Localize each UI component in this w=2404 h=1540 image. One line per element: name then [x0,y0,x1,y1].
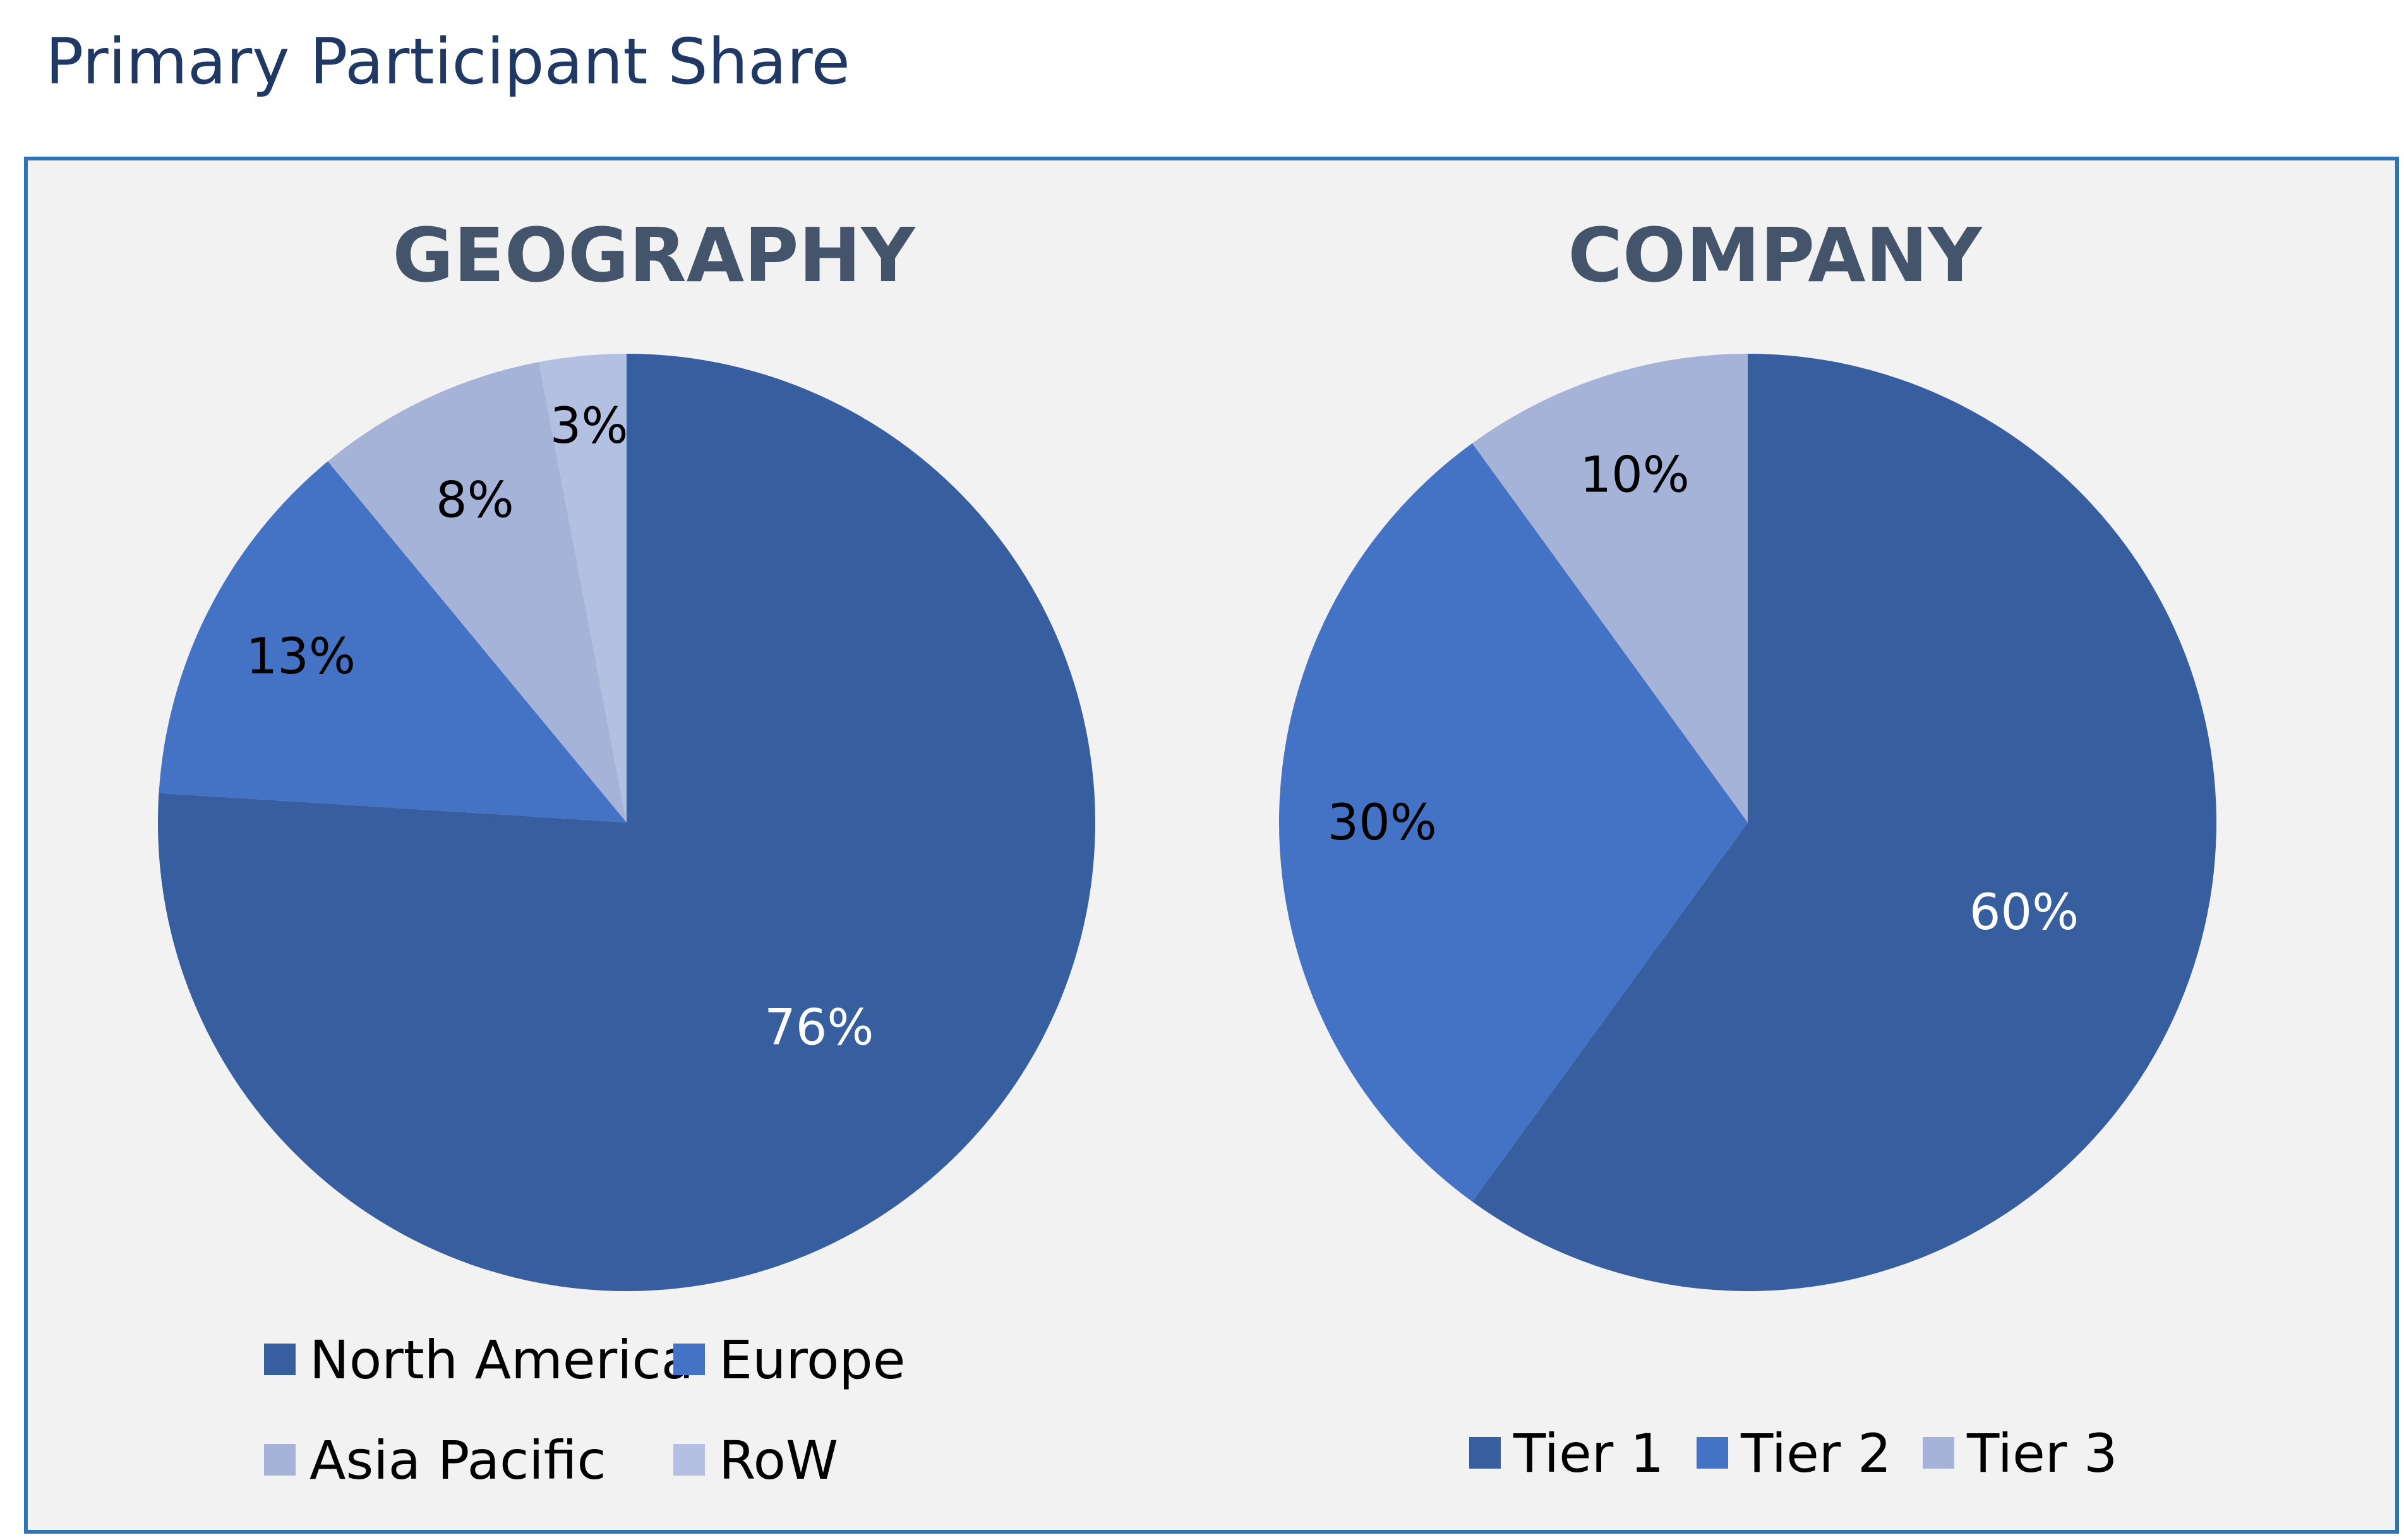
legend-label-tier-2: Tier 2 [1740,1423,1891,1484]
legend-swatch-row [673,1444,705,1476]
legend-swatch-north-america [264,1344,296,1375]
legend-swatch-asia-pacific [264,1444,296,1476]
legend-label-europe: Europe [719,1329,905,1391]
pie-slice-tier-1 [1472,354,2216,1291]
legend-swatch-tier-1 [1469,1437,1501,1469]
legend-label-row: RoW [719,1429,838,1491]
legend-swatch-tier-2 [1697,1437,1728,1469]
geography-pie: 76% 13% 8% 3% [158,354,1096,1291]
slice-label-tier-3: 10% [1580,447,1689,504]
legend-label-tier-1: Tier 1 [1513,1423,1664,1484]
pie-slice-north-america [158,354,1096,1291]
company-legend: Tier 1 Tier 2 Tier 3 [1469,1423,2117,1484]
pie-slice-tier-3 [1472,354,1748,822]
pie-slice-row [538,354,627,822]
slice-label-tier-2: 30% [1328,795,1437,851]
company-chart-title: COMPANY [1568,212,1983,299]
legend-label-asia-pacific: Asia Pacific [310,1429,606,1491]
geography-legend: North America Europe Asia Pacific RoW [264,1329,905,1491]
legend-swatch-tier-3 [1923,1437,1954,1469]
slice-label-europe: 13% [246,629,356,685]
slice-label-row: 3% [550,398,628,455]
legend-label-tier-3: Tier 3 [1966,1423,2117,1484]
page-title: Primary Participant Share [45,25,850,99]
company-pie: 60% 30% 10% [1278,354,2216,1291]
slice-label-tier-1: 60% [1969,884,2079,941]
geography-chart-title: GEOGRAPHY [392,212,916,299]
pie-slice-tier-2 [1278,443,1748,1202]
slice-label-north-america: 76% [764,1000,874,1057]
pie-slice-europe [159,461,627,822]
pie-slice-asia-pacific [328,362,627,822]
legend-label-north-america: North America [310,1329,694,1391]
slice-label-asia-pacific: 8% [436,472,514,529]
legend-swatch-europe [673,1344,705,1375]
